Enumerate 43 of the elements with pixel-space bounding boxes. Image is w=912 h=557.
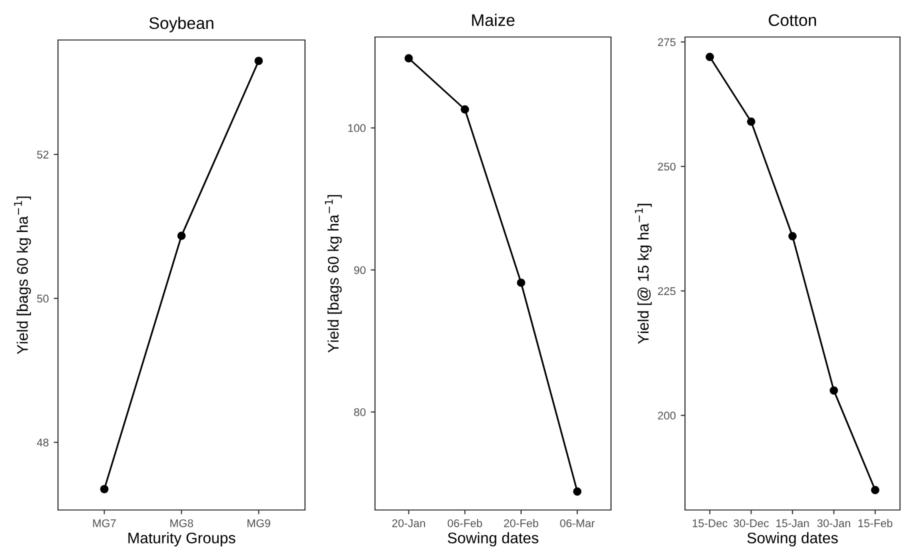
y-tick-label: 48 (36, 438, 48, 446)
y-tick-label: 90 (354, 266, 366, 274)
y-tick-label: 250 (658, 162, 676, 171)
y-tick-label: 200 (658, 412, 676, 420)
x-axis-title: Sowing dates (747, 532, 838, 546)
point (871, 486, 880, 494)
point (706, 52, 714, 62)
y-axis-title: Yield [@ 15 kg ha$^{−1}$] (634, 204, 652, 344)
point (100, 484, 108, 494)
x-tick-label: 15-Dec (692, 519, 728, 528)
point (404, 54, 413, 62)
point (573, 487, 582, 496)
point (830, 386, 838, 395)
point (177, 232, 186, 240)
point (460, 105, 470, 114)
x-tick-label: MG7 (93, 519, 116, 528)
x-tick-label: MG9 (248, 519, 270, 528)
chart-title: Soybean (149, 16, 214, 32)
chart-title: Cotton (768, 14, 816, 26)
y-tick-label: 50 (37, 294, 49, 303)
y-tick-label: 225 (658, 287, 676, 296)
chart-title: Maize (472, 14, 514, 26)
point (746, 117, 756, 126)
y-axis-title: Yield [bags 60 kg ha$^{−1}$] (14, 196, 31, 354)
x-axis-title: Sowing dates (448, 532, 538, 546)
point (516, 278, 526, 287)
y-axis-title: Yield [bags 60 kg ha$^{−1}$] (324, 195, 342, 353)
point (788, 232, 797, 240)
point (254, 56, 263, 66)
x-tick-label: 30-Dec (734, 519, 769, 528)
y-tick-label: 52 (37, 150, 48, 159)
x-tick-label: 06-Mar (560, 519, 595, 528)
y-tick-label: 275 (658, 38, 676, 46)
x-tick-label: MG8 (170, 519, 194, 528)
x-tick-label: 30-Jan (817, 519, 850, 528)
x-tick-label: 06-Feb (448, 519, 482, 528)
x-tick-label: 15-Jan (776, 519, 809, 528)
x-tick-label: 20-Jan (392, 519, 425, 528)
x-tick-label: 15-Feb (858, 519, 892, 528)
x-tick-label: 20-Feb (504, 519, 538, 528)
x-axis-title: Maturity Groups (128, 532, 236, 546)
y-tick-label: 80 (354, 408, 366, 416)
y-tick-label: 100 (348, 124, 366, 132)
